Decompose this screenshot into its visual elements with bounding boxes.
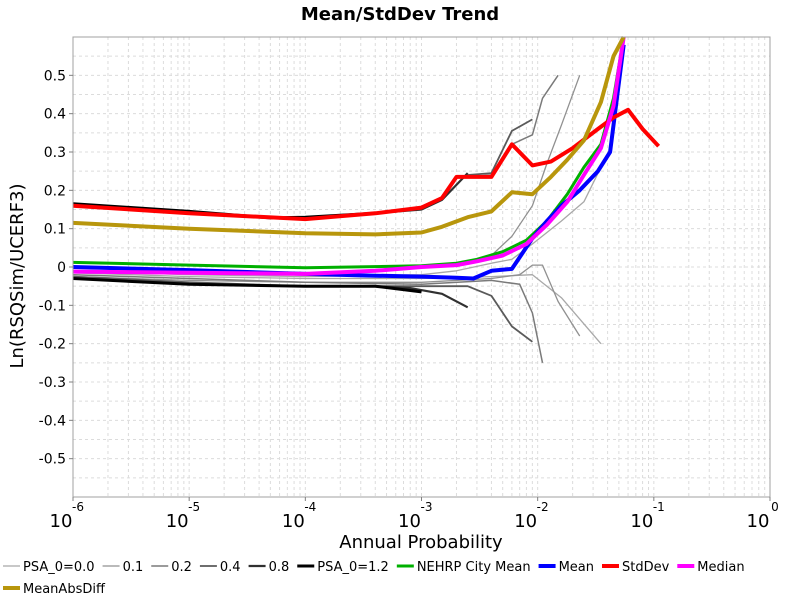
legend-label: StdDev [622, 560, 670, 575]
x-tick-label-base: 10 [166, 511, 189, 532]
series-line-6-0 [72, 36, 626, 270]
legend-label: 0.4 [220, 560, 241, 575]
series-line-10-0 [72, 36, 626, 237]
x-tick-label-exponent: -3 [421, 500, 433, 514]
x-tick-label-exponent: -6 [72, 500, 84, 514]
legend-label: 0.1 [123, 560, 144, 575]
x-tick-label-exponent: -5 [188, 500, 200, 514]
x-tick-label-exponent: -1 [653, 500, 665, 514]
series-line-1-0 [490, 75, 581, 256]
x-tick-label-base: 10 [747, 511, 770, 532]
legend-label: PSA_0=0.0 [23, 560, 95, 575]
x-tick-label-exponent: -2 [537, 500, 549, 514]
y-tick-label: 0.2 [44, 183, 66, 199]
series-line-3-1 [72, 275, 533, 343]
y-tick-label: 0.3 [44, 145, 66, 161]
x-tick-label-exponent: 0 [771, 500, 779, 514]
x-tick-label-base: 10 [630, 511, 653, 532]
x-tick-label-base: 10 [50, 511, 73, 532]
y-tick-label: 0.4 [44, 107, 66, 123]
legend: PSA_0=0.0 0.1 0.2 0.4 0.8 PSA_0=1.2 NEHRP City… [3, 560, 745, 597]
y-tick-label: -0.1 [39, 298, 66, 314]
y-tick-label: -0.5 [39, 452, 66, 468]
series-line-0-0 [72, 167, 602, 278]
chart-title: Mean/StdDev Trend [301, 4, 499, 25]
y-axis-label: Ln(RSQSim/UCERF3) [7, 183, 28, 368]
legend-label: Median [697, 560, 744, 575]
y-tick-label: 0.5 [44, 68, 66, 84]
legend-label: PSA_0=1.2 [317, 560, 389, 575]
y-tick-label: -0.2 [39, 337, 66, 353]
series-line-3-0 [467, 118, 533, 176]
series-line-8-0 [72, 107, 661, 222]
legend-label: 0.8 [269, 560, 290, 575]
y-tick-label: 0 [57, 260, 66, 276]
x-tick-label-exponent: -4 [304, 500, 316, 514]
x-tick-label-base: 10 [398, 511, 421, 532]
y-tick-label: -0.4 [39, 413, 66, 429]
series-line-0-1 [72, 272, 602, 345]
y-tick-label: 0.1 [44, 222, 66, 238]
series-line-9-0 [72, 36, 626, 276]
y-axis: 0.5 0.4 0.3 0.2 0.1 0 -0.1 -0.2 -0.3 -0.4 -0.5 [39, 68, 73, 468]
x-tick-label-base: 10 [282, 511, 305, 532]
x-axis-label: Annual Probability [339, 532, 503, 553]
series-line-5-1 [72, 277, 422, 294]
legend-label: 0.2 [171, 560, 192, 575]
y-tick-label: -0.3 [39, 375, 66, 391]
legend-label: MeanAbsDiff [23, 582, 106, 597]
x-tick-label-base: 10 [514, 511, 537, 532]
series-line-2-1 [72, 273, 544, 363]
legend-label: NEHRP City Mean [417, 560, 531, 575]
plot-area [72, 36, 661, 363]
legend-label: Mean [559, 560, 594, 575]
series-line-1-1 [72, 264, 581, 337]
